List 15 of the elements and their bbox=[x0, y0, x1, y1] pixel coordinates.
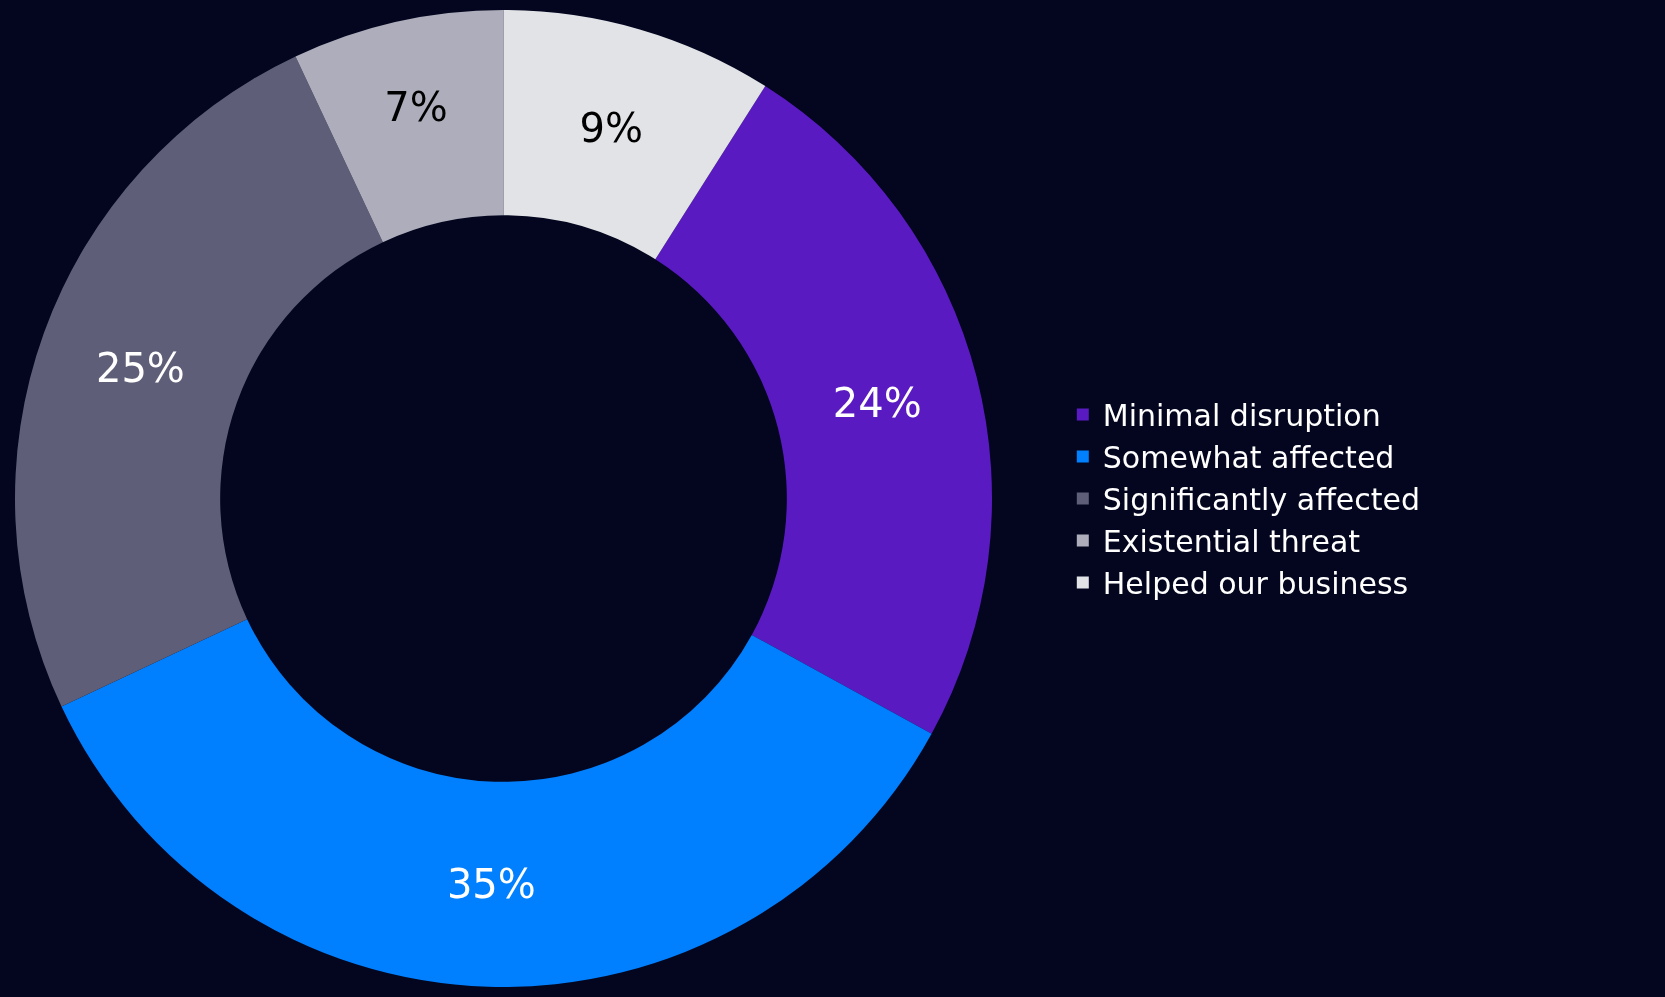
legend-label: Minimal disruption bbox=[1102, 398, 1381, 434]
legend-label: Helped our business bbox=[1102, 566, 1409, 602]
data-label: 7% bbox=[384, 84, 448, 131]
data-label: 9% bbox=[579, 104, 643, 151]
legend-label: Significantly affected bbox=[1102, 482, 1421, 518]
donut-slice bbox=[503, 10, 766, 260]
legend-label: Somewhat affected bbox=[1102, 440, 1395, 476]
data-label: 25% bbox=[95, 344, 185, 391]
data-label: 24% bbox=[832, 379, 922, 426]
donut-slice bbox=[655, 86, 992, 734]
data-label: 35% bbox=[446, 861, 536, 908]
donut-slice bbox=[61, 619, 932, 987]
donut-slice bbox=[295, 10, 504, 243]
donut-slice bbox=[15, 56, 383, 707]
legend-label: Existential threat bbox=[1102, 524, 1361, 560]
